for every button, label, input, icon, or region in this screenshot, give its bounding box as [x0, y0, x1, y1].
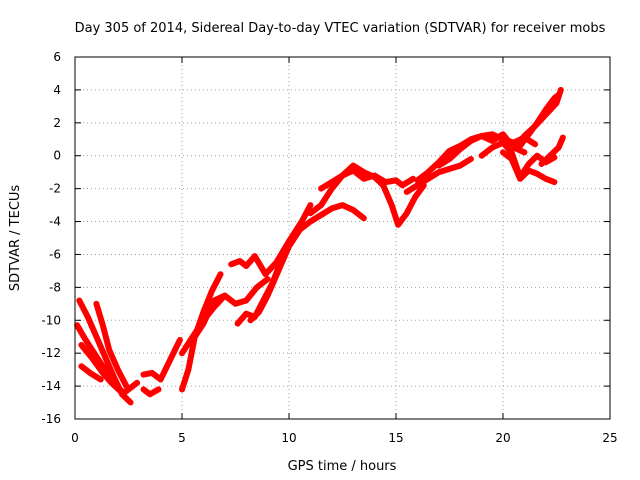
x-tick-label: 0	[71, 431, 79, 445]
y-tick-label: -4	[49, 215, 61, 229]
y-tick-label: -10	[41, 313, 61, 327]
grid-lines	[75, 57, 610, 419]
x-tick-label: 5	[178, 431, 186, 445]
series-track-19	[403, 156, 474, 195]
series-track-4	[78, 363, 104, 383]
series-track-25	[517, 91, 562, 149]
y-tick-label: -14	[41, 379, 61, 393]
x-tick-label: 10	[281, 431, 296, 445]
series-track-14	[247, 226, 303, 324]
series-track-6	[140, 386, 162, 398]
data-series	[74, 86, 566, 406]
y-tick-label: -6	[49, 247, 61, 261]
x-tick-label: 25	[602, 431, 617, 445]
y-tick-label: 2	[53, 116, 61, 130]
series-track-11	[189, 276, 271, 343]
series-track-5	[93, 300, 130, 390]
y-tick-label: -16	[41, 412, 61, 426]
chart-title: Day 305 of 2014, Sidereal Day-to-day VTE…	[75, 21, 606, 36]
y-tick-label: 6	[53, 50, 61, 64]
series-track-17	[318, 167, 417, 192]
y-tick-label: 4	[53, 83, 61, 97]
series-track-26	[538, 134, 566, 167]
series-track-23	[500, 149, 558, 186]
series-track-3	[78, 342, 126, 396]
series-track-7	[140, 369, 162, 381]
series-track-18	[371, 174, 427, 228]
y-tick-label: 0	[53, 149, 61, 163]
series-track-12	[228, 202, 314, 278]
x-tick-label: 20	[495, 431, 510, 445]
y-tick-label: -8	[49, 280, 61, 294]
y-axis-label: SDTVAR / TECUs	[8, 185, 23, 292]
x-tick-label: 15	[388, 431, 403, 445]
plot-frame	[74, 56, 611, 420]
series-track-8	[157, 337, 183, 383]
y-tick-label: -12	[41, 346, 61, 360]
x-axis-label: GPS time / hours	[288, 459, 397, 474]
series-track-15	[296, 202, 367, 233]
y-tick-label: -2	[49, 182, 61, 196]
